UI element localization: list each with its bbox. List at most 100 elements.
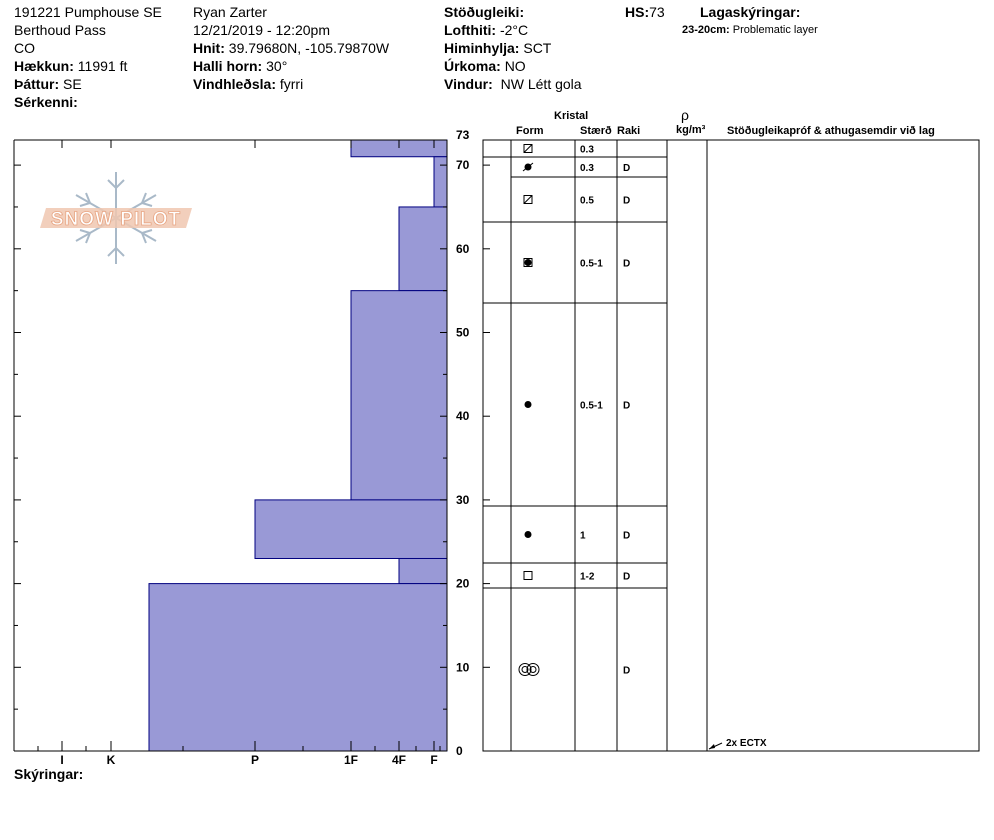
aspect-row: Þáttur: SE xyxy=(14,76,82,93)
crystal-size: 0.5 xyxy=(580,196,594,207)
sky-row: Himinhylja: SCT xyxy=(444,40,551,57)
hardness-bar xyxy=(398,557,448,585)
features-label: Sérkenni: xyxy=(14,94,78,110)
elevation-value: 11991 ft xyxy=(77,58,128,74)
location-name: Berthoud Pass xyxy=(14,22,106,38)
crust-icon xyxy=(522,162,534,172)
x-tick-label: I xyxy=(60,753,63,767)
rounded-icon xyxy=(524,401,532,408)
wind-loading-label: Vindhleðsla: xyxy=(193,76,276,92)
test-pointer-arrow xyxy=(709,744,715,749)
crystal-moisture: D xyxy=(623,196,630,207)
slope-value: 30° xyxy=(266,58,288,74)
coords-label: Hnit: xyxy=(193,40,225,56)
air-temp-label: Lofthiti: xyxy=(444,22,497,38)
rounded-icon xyxy=(524,531,532,538)
faceted-icon xyxy=(523,571,533,580)
melt-forms-icon xyxy=(518,663,540,676)
precip-row: Úrkoma: NO xyxy=(444,58,526,75)
crystal-size: 0.3 xyxy=(580,145,594,156)
coords-row: Hnit: 39.79680N, -105.79870W xyxy=(193,40,389,57)
wind-loading-value: fyrri xyxy=(279,76,304,92)
decomposing-icon xyxy=(523,144,533,153)
density-unit: kg/m³ xyxy=(676,124,706,136)
hardness-bar xyxy=(254,499,448,559)
y-tick-label: 60 xyxy=(456,242,470,256)
air-temp-value: -2°C xyxy=(499,22,529,38)
elevation-label: Hækkun: xyxy=(14,58,74,74)
sky-value: SCT xyxy=(523,40,552,56)
slope-label: Halli horn: xyxy=(193,58,263,74)
density-symbol: ρ xyxy=(681,107,689,123)
crystal-moisture: D xyxy=(623,572,630,583)
crystal-moisture: D xyxy=(623,401,630,412)
decomposing-icon xyxy=(523,195,533,204)
y-tick-label: 70 xyxy=(456,158,470,172)
legend-label: Skýringar: xyxy=(14,766,84,782)
wind-label: Vindur: xyxy=(444,76,493,92)
tests-header: Stöðugleikapróf & athugasemdir við lag xyxy=(727,125,935,137)
y-tick-label: 10 xyxy=(456,660,470,674)
hardness-bar xyxy=(350,290,448,501)
observation-datetime: 12/21/2019 - 12:20pm xyxy=(193,22,330,38)
crystal-moisture: D xyxy=(623,666,630,677)
observer-name: Ryan Zarter xyxy=(193,4,267,20)
wind-loading-row: Vindhleðsla: fyrri xyxy=(193,76,303,93)
stability-row: Stöðugleiki: xyxy=(444,4,524,21)
station-name: 191221 Pumphouse SE xyxy=(14,4,162,20)
layer-note: 23-20cm: Problematic layer xyxy=(682,24,818,36)
hs-row: HS:73 xyxy=(625,4,665,21)
layer-notes-title: Lagaskýringar: xyxy=(700,4,801,20)
hardness-bar xyxy=(148,583,448,752)
y-tick-label: 73 xyxy=(456,128,470,142)
crystal-table-frame xyxy=(482,139,980,752)
hs-value: 73 xyxy=(649,4,665,20)
hardness-bar xyxy=(433,156,448,208)
coords-value: 39.79680N, -105.79870W xyxy=(228,40,390,56)
crystal-moisture: D xyxy=(623,531,630,542)
sky-label: Himinhylja: xyxy=(444,40,520,56)
x-tick-label: P xyxy=(251,753,259,767)
snowpilot-logo: SNOW PILOT xyxy=(40,172,192,264)
x-tick-label: 4F xyxy=(392,753,406,767)
y-tick-label: 50 xyxy=(456,326,470,340)
precip-label: Úrkoma: xyxy=(444,58,501,74)
form-header: Form xyxy=(516,125,544,137)
aspect-value: SE xyxy=(63,76,82,92)
crystal-size: 1 xyxy=(580,531,586,542)
test-result: 2x ECTX xyxy=(726,738,767,749)
rounded-faceted-icon xyxy=(523,258,533,267)
crystal-size: 1-2 xyxy=(580,572,595,583)
y-tick-label: 20 xyxy=(456,577,470,591)
crystal-size: 0.3 xyxy=(580,163,594,174)
x-tick-label: K xyxy=(107,753,116,767)
crystal-header: Kristal xyxy=(554,110,589,122)
x-tick-label: 1F xyxy=(344,753,358,767)
aspect-label: Þáttur: xyxy=(14,76,60,92)
size-header: Stærð xyxy=(580,125,612,137)
crystal-size: 0.5-1 xyxy=(580,259,603,270)
crystal-moisture: D xyxy=(623,259,630,270)
hs-label: HS: xyxy=(625,4,650,20)
elevation-row: Hækkun: 11991 ft xyxy=(14,58,127,75)
air-temp-row: Lofthiti: -2°C xyxy=(444,22,528,39)
crystal-moisture: D xyxy=(623,163,630,174)
layer-note-text: Problematic layer xyxy=(732,24,818,36)
hardness-bar xyxy=(398,206,448,292)
logo-wordmark: SNOW PILOT xyxy=(51,209,181,230)
y-tick-label: 0 xyxy=(456,744,463,758)
wind-value: NW Létt gola xyxy=(500,76,582,92)
y-tick-label: 30 xyxy=(456,493,470,507)
precip-value: NO xyxy=(504,58,526,74)
slope-row: Halli horn: 30° xyxy=(193,58,287,75)
y-tick-label: 40 xyxy=(456,409,470,423)
state-name: CO xyxy=(14,40,35,56)
wind-row: Vindur: NW Létt gola xyxy=(444,76,582,93)
stability-label: Stöðugleiki: xyxy=(444,4,525,20)
x-tick-label: F xyxy=(430,753,437,767)
crystal-size: 0.5-1 xyxy=(580,401,603,412)
moisture-header: Raki xyxy=(617,125,641,137)
features-row: Sérkenni: xyxy=(14,94,78,111)
layer-note-range: 23-20cm: xyxy=(682,24,730,36)
